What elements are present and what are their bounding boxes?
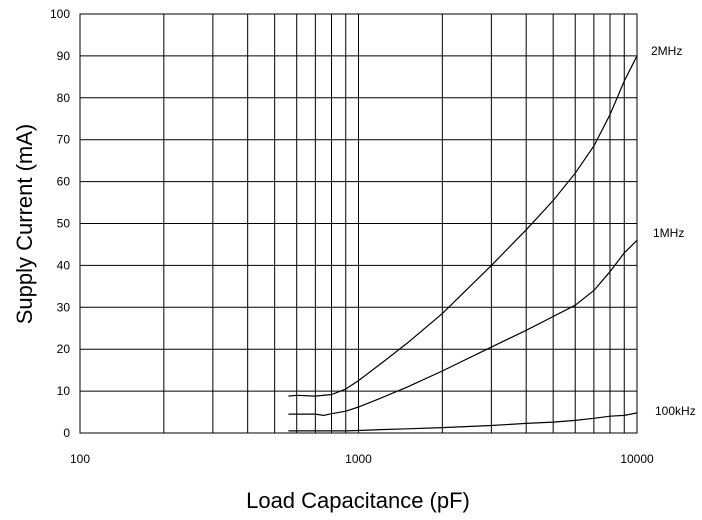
y-tick-label: 100 [50,7,70,21]
x-axis-title: Load Capacitance (pF) [246,488,470,513]
series-label: 1MHz [653,226,684,240]
y-tick-label: 0 [63,426,70,440]
y-axis-title: Supply Current (mA) [12,124,37,325]
y-tick-label: 80 [57,91,71,105]
series-labels: 2MHz 1MHz 100kHz [651,44,696,418]
series-label: 100kHz [655,404,696,418]
series-line [288,55,638,397]
plot-frame [79,13,638,434]
y-tick-label: 90 [57,49,71,63]
y-tick-label: 70 [57,133,71,147]
tick-labels: 0 10 20 30 40 50 60 70 80 90 100 100 1000 10000 [50,7,654,466]
grid [79,13,638,434]
x-tick-label: 10000 [620,452,654,466]
series-lines [288,55,638,432]
x-tick-label: 100 [70,452,90,466]
y-tick-label: 20 [57,342,71,356]
y-tick-label: 50 [57,217,71,231]
series-label: 2MHz [651,44,682,58]
series-line [288,239,638,417]
y-tick-label: 30 [57,300,71,314]
series-line [288,412,638,432]
y-tick-label: 40 [57,258,71,272]
y-tick-label: 60 [57,175,71,189]
y-tick-label: 10 [57,384,71,398]
x-tick-label: 1000 [345,452,372,466]
